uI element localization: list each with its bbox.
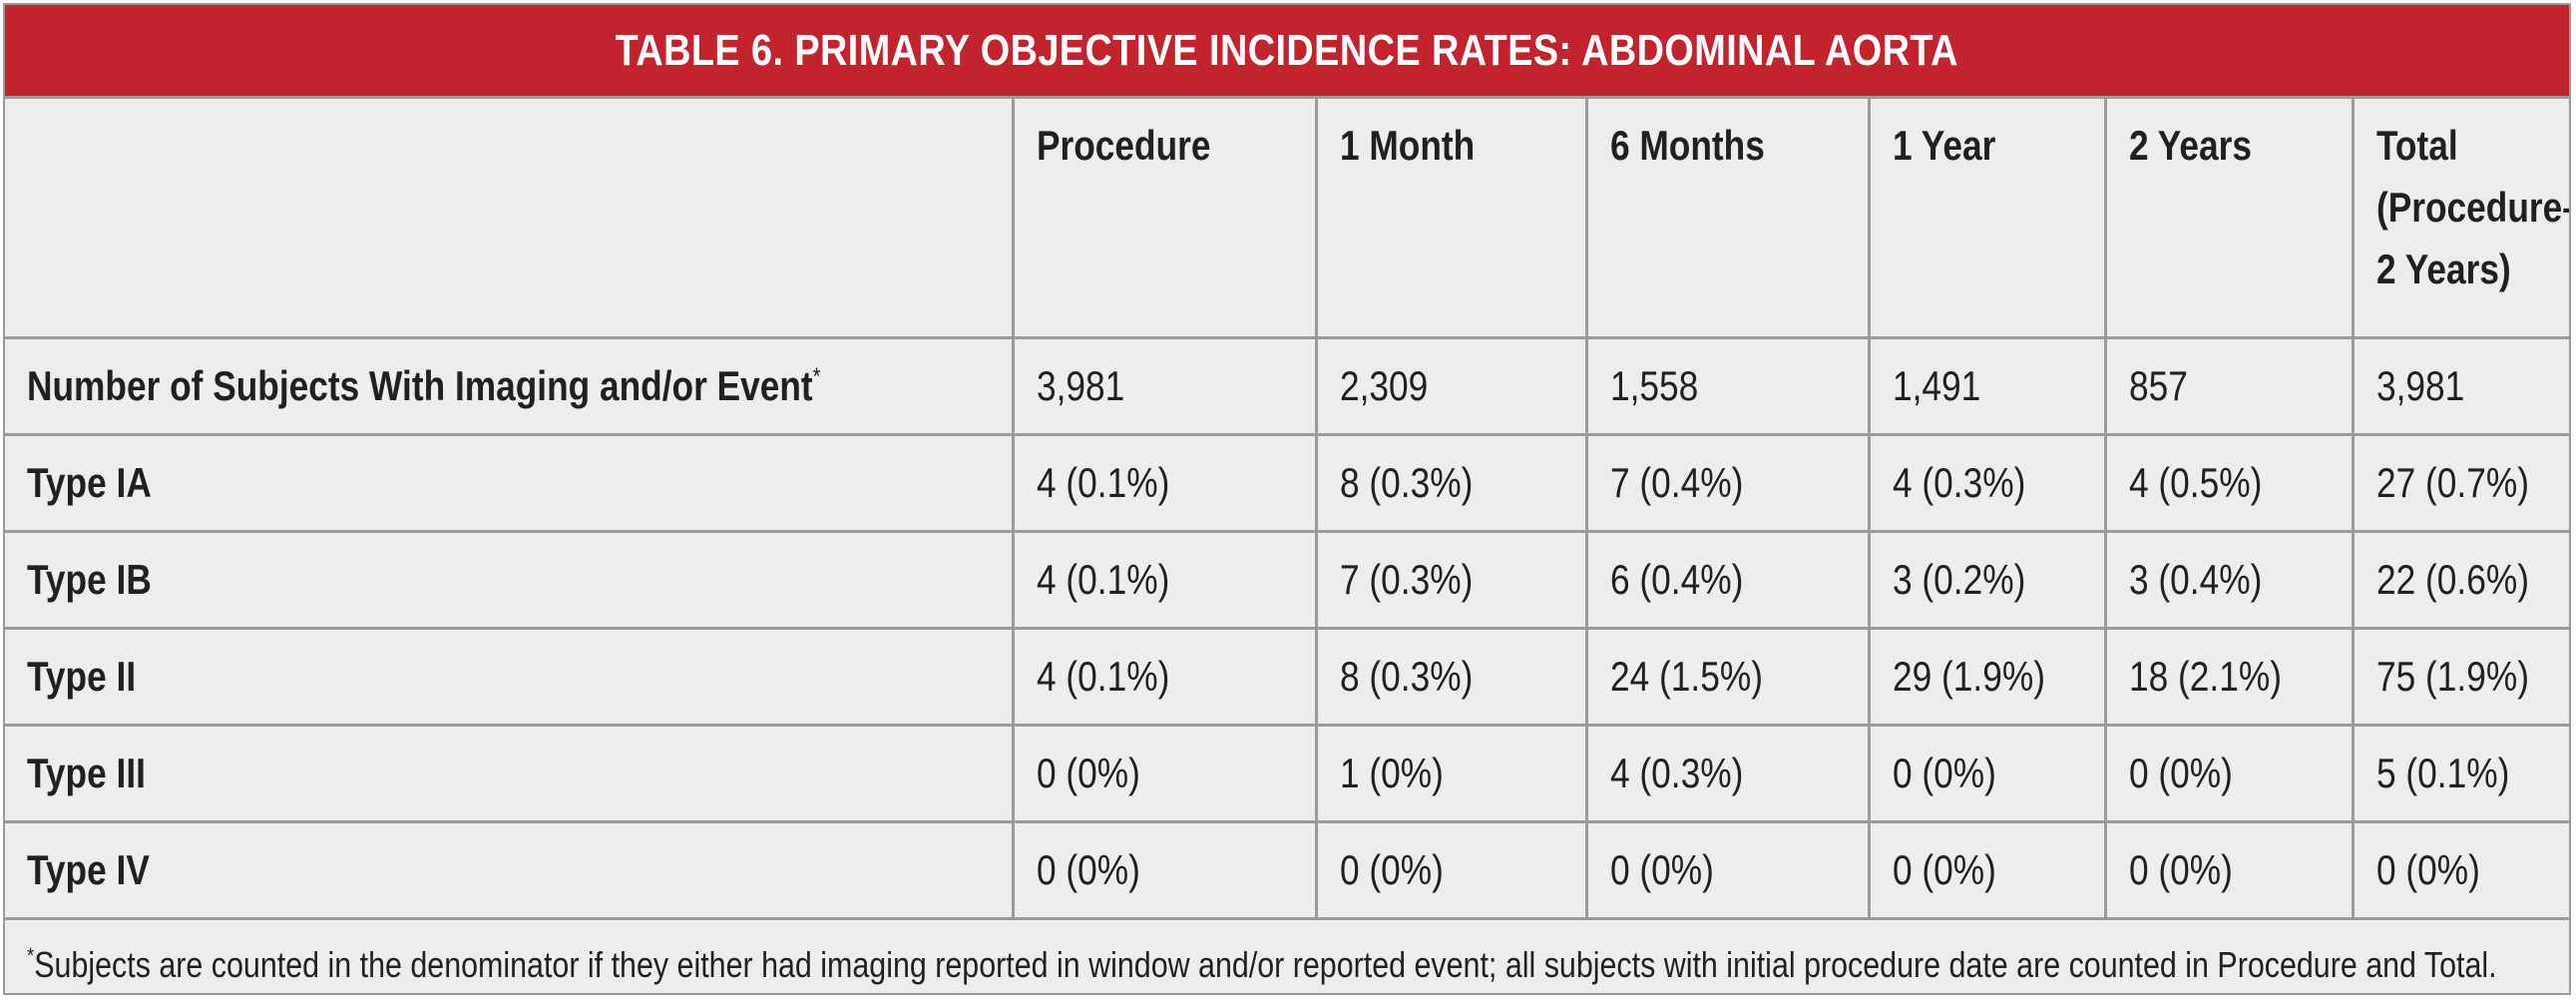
table-body: Number of Subjects With Imaging and/or E… bbox=[5, 337, 2569, 920]
row-label: Type III bbox=[5, 725, 1016, 823]
row-label: Type IV bbox=[5, 821, 1016, 920]
table-row: Type IB 4 (0.1%) 7 (0.3%) 6 (0.4%) 3 (0.2%) 3… bbox=[5, 531, 2569, 630]
row-label: Number of Subjects With Imaging and/or E… bbox=[5, 337, 1016, 436]
cell-1-month: 8 (0.3%) bbox=[1316, 628, 1589, 727]
cell-6-months: 6 (0.4%) bbox=[1586, 531, 1872, 630]
cell-procedure: 0 (0%) bbox=[1013, 725, 1318, 823]
cell-procedure: 4 (0.1%) bbox=[1013, 531, 1318, 630]
row-label-text: Type II bbox=[27, 653, 137, 700]
row-label: Type IA bbox=[5, 434, 1016, 533]
cell-procedure: 3,981 bbox=[1013, 337, 1318, 436]
header-cell-1-month: 1 Month bbox=[1316, 99, 1589, 339]
table-row: Type III 0 (0%) 1 (0%) 4 (0.3%) 0 (0%) 0 (0%)… bbox=[5, 725, 2569, 823]
cell-2-years: 4 (0.5%) bbox=[2105, 434, 2355, 533]
row-label-text: Type IB bbox=[27, 556, 152, 603]
row-label-text: Type IV bbox=[27, 846, 150, 893]
cell-2-years: 3 (0.4%) bbox=[2105, 531, 2355, 630]
cell-1-year: 0 (0%) bbox=[1869, 725, 2107, 823]
cell-6-months: 1,558 bbox=[1586, 337, 1872, 436]
header-cell-6-months: 6 Months bbox=[1586, 99, 1872, 339]
cell-1-month: 8 (0.3%) bbox=[1316, 434, 1589, 533]
cell-total: 3,981 bbox=[2353, 337, 2569, 436]
header-cell-empty bbox=[5, 99, 1016, 339]
cell-1-year: 3 (0.2%) bbox=[1869, 531, 2107, 630]
table-row: Type IA 4 (0.1%) 8 (0.3%) 7 (0.4%) 4 (0.3%) 4… bbox=[5, 434, 2569, 533]
cell-1-month: 0 (0%) bbox=[1316, 821, 1589, 920]
header-cell-1-year: 1 Year bbox=[1869, 99, 2107, 339]
row-label: Type II bbox=[5, 628, 1016, 727]
cell-1-month: 7 (0.3%) bbox=[1316, 531, 1589, 630]
header-row: Procedure 1 Month 6 Months 1 Year 2 Year… bbox=[5, 99, 2569, 339]
cell-6-months: 4 (0.3%) bbox=[1586, 725, 1872, 823]
cell-total: 0 (0%) bbox=[2353, 821, 2569, 920]
cell-1-month: 2,309 bbox=[1316, 337, 1589, 436]
cell-total: 22 (0.6%) bbox=[2353, 531, 2569, 630]
cell-2-years: 0 (0%) bbox=[2105, 725, 2355, 823]
cell-1-year: 1,491 bbox=[1869, 337, 2107, 436]
table-title: TABLE 6. PRIMARY OBJECTIVE INCIDENCE RAT… bbox=[615, 25, 1959, 75]
row-label-text: Type IA bbox=[27, 459, 152, 506]
cell-1-year: 4 (0.3%) bbox=[1869, 434, 2107, 533]
row-label-text: Number of Subjects With Imaging and/or E… bbox=[27, 362, 813, 409]
cell-2-years: 857 bbox=[2105, 337, 2355, 436]
cell-6-months: 7 (0.4%) bbox=[1586, 434, 1872, 533]
cell-2-years: 18 (2.1%) bbox=[2105, 628, 2355, 727]
header-cell-procedure: Procedure bbox=[1013, 99, 1318, 339]
cell-6-months: 24 (1.5%) bbox=[1586, 628, 1872, 727]
cell-1-year: 29 (1.9%) bbox=[1869, 628, 2107, 727]
incidence-table: Procedure 1 Month 6 Months 1 Year 2 Year… bbox=[5, 99, 2569, 920]
table-row: Number of Subjects With Imaging and/or E… bbox=[5, 337, 2569, 436]
footnote-text: Subjects are counted in the denominator … bbox=[34, 943, 2497, 985]
table-title-bar: TABLE 6. PRIMARY OBJECTIVE INCIDENCE RAT… bbox=[5, 5, 2569, 99]
header-cell-2-years: 2 Years bbox=[2105, 99, 2355, 339]
header-cell-total: Total (Procedure– 2 Years) bbox=[2353, 99, 2569, 339]
footnote-marker: * bbox=[812, 363, 821, 390]
cell-procedure: 4 (0.1%) bbox=[1013, 628, 1318, 727]
table-frame: TABLE 6. PRIMARY OBJECTIVE INCIDENCE RAT… bbox=[3, 3, 2571, 995]
cell-1-year: 0 (0%) bbox=[1869, 821, 2107, 920]
cell-procedure: 4 (0.1%) bbox=[1013, 434, 1318, 533]
cell-6-months: 0 (0%) bbox=[1586, 821, 1872, 920]
table-row: Type IV 0 (0%) 0 (0%) 0 (0%) 0 (0%) 0 (0%) 0 (… bbox=[5, 821, 2569, 920]
footnote: *Subjects are counted in the denominator… bbox=[5, 920, 2569, 1008]
row-label: Type IB bbox=[5, 531, 1016, 630]
cell-total: 5 (0.1%) bbox=[2353, 725, 2569, 823]
table-row: Type II 4 (0.1%) 8 (0.3%) 24 (1.5%) 29 (1.9%… bbox=[5, 628, 2569, 727]
cell-total: 27 (0.7%) bbox=[2353, 434, 2569, 533]
cell-2-years: 0 (0%) bbox=[2105, 821, 2355, 920]
cell-procedure: 0 (0%) bbox=[1013, 821, 1318, 920]
footnote-marker: * bbox=[27, 942, 35, 968]
cell-total: 75 (1.9%) bbox=[2353, 628, 2569, 727]
row-label-text: Type III bbox=[27, 750, 146, 796]
cell-1-month: 1 (0%) bbox=[1316, 725, 1589, 823]
